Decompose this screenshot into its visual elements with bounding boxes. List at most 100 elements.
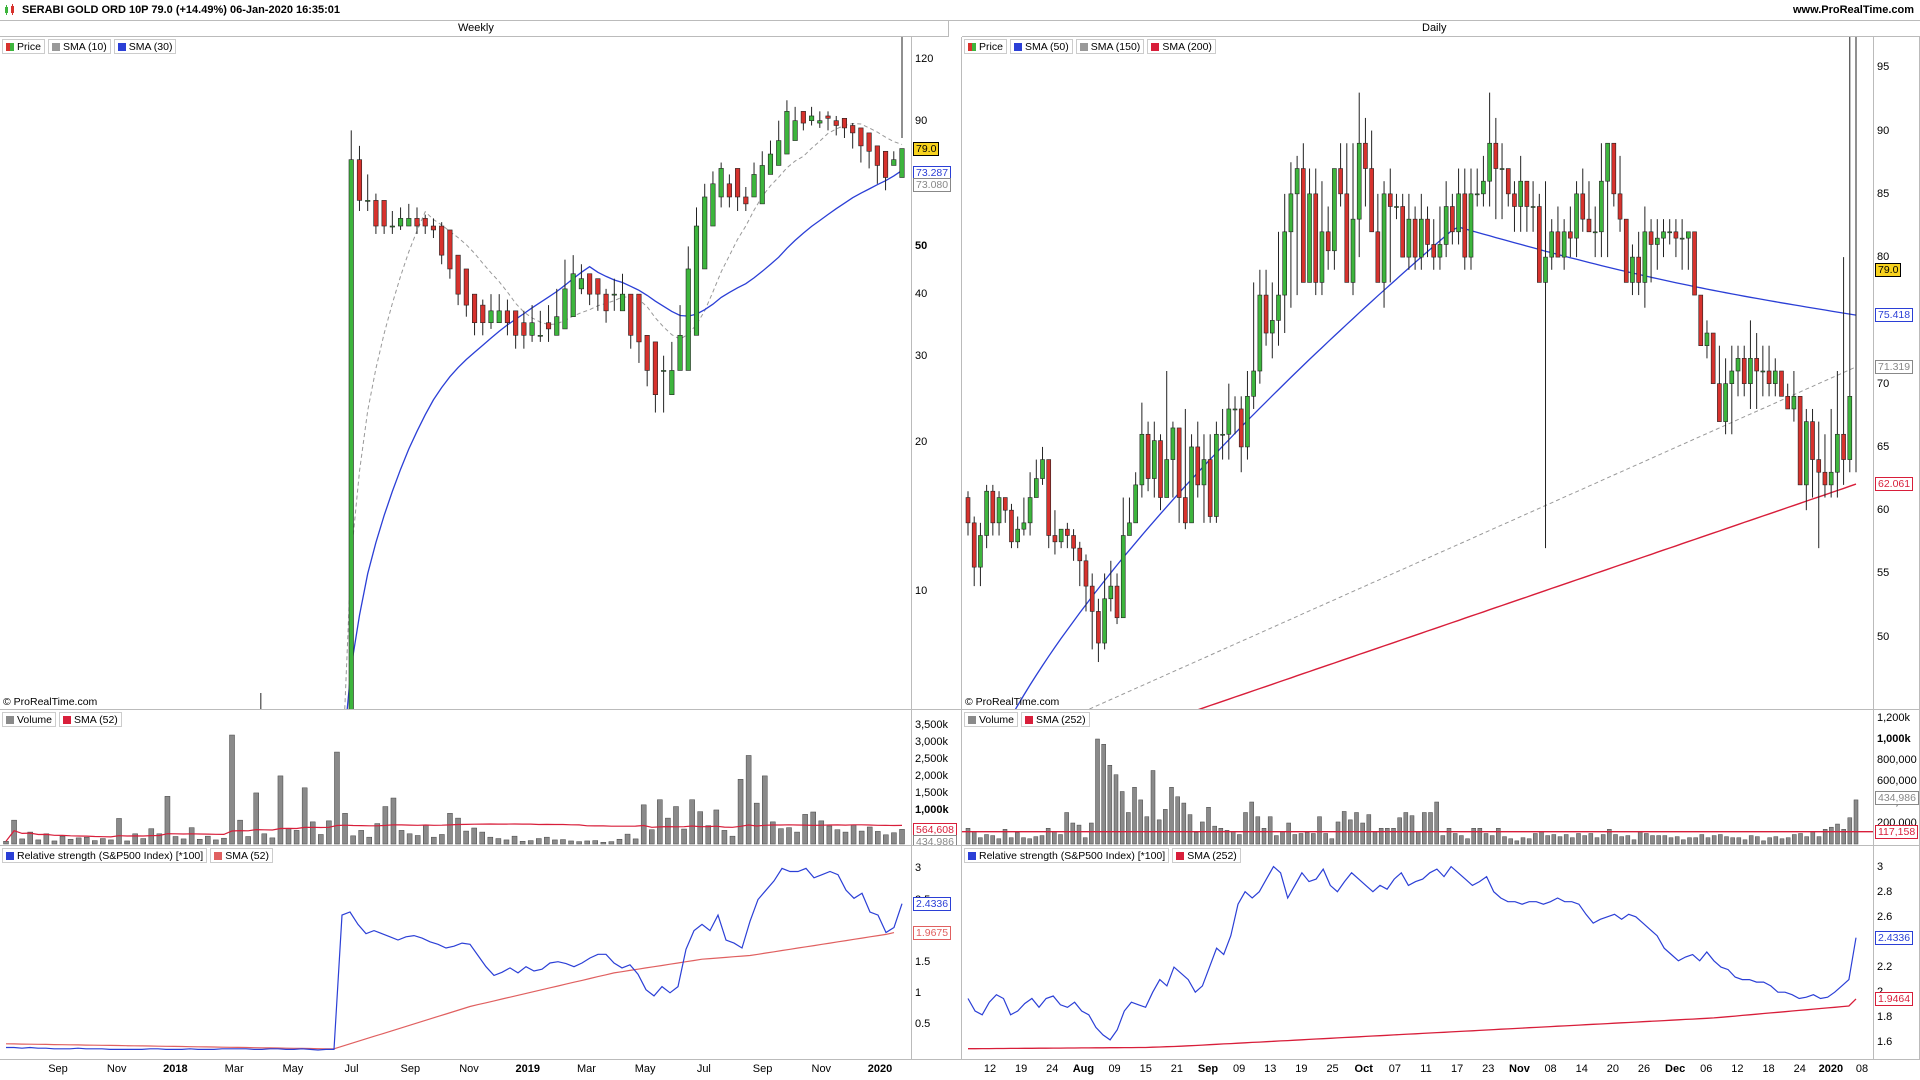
x-tick-label: 09: [1108, 1063, 1121, 1075]
volume-bar: [358, 830, 364, 845]
candle-body: [1481, 180, 1486, 195]
legend-item-sma200[interactable]: SMA (200): [1147, 39, 1216, 54]
daily-candle: [1692, 231, 1697, 296]
volume-bar: [1187, 814, 1193, 845]
candle-body: [603, 293, 609, 312]
site-label: www.ProRealTime.com: [1792, 4, 1914, 16]
weekly-candle: [439, 222, 445, 265]
candle-body: [1679, 237, 1685, 240]
candle-body: [866, 132, 872, 152]
legend-item-volume-sma52[interactable]: SMA (52): [59, 712, 122, 727]
daily-price-panel[interactable]: Price SMA (50) SMA (150) SMA (200) © Pro…: [962, 37, 1874, 710]
volume-bar: [1021, 837, 1026, 845]
volume-bar: [592, 840, 599, 845]
legend-item-rs[interactable]: Relative strength (S&P500 Index) [*100]: [2, 848, 208, 863]
weekly-candle: [858, 127, 864, 163]
candle-body: [1710, 332, 1716, 384]
volume-bar: [1483, 833, 1489, 845]
weekly-candle: [348, 130, 354, 709]
legend-item-volume[interactable]: Volume: [964, 712, 1019, 727]
volume-bar: [1687, 837, 1692, 845]
candle-body: [1654, 237, 1660, 245]
volume-bar: [705, 825, 712, 845]
volume-bar: [503, 839, 510, 845]
candle-body: [1419, 218, 1424, 258]
candle-body: [1630, 256, 1635, 283]
volume-bar: [1816, 836, 1822, 845]
daily-candle: [1462, 168, 1468, 270]
price-tag: 79.0: [913, 141, 940, 156]
candle-body: [735, 168, 741, 198]
weekly-rs-chart: [5, 867, 903, 1051]
weekly-candle: [825, 111, 831, 131]
volume-bar: [1082, 837, 1088, 845]
candle-body: [587, 273, 593, 295]
volume-bar: [140, 838, 146, 845]
weekly-candle: [784, 100, 790, 155]
weekly-candle: [578, 264, 584, 295]
legend-item-rs[interactable]: Relative strength (S&P500 Index) [*100]: [964, 848, 1170, 863]
legend-item-price[interactable]: Price: [964, 39, 1007, 54]
volume-bar: [729, 835, 736, 845]
legend-item-rs-sma252[interactable]: SMA (252): [1172, 848, 1241, 863]
weekly-price-axis: 120 90 50 40 30 20 10 79.0 73.287 73.080: [912, 37, 962, 710]
candle-body: [1468, 193, 1474, 258]
weekly-candle: [759, 151, 765, 205]
daily-candle: [1654, 219, 1660, 270]
volume-bar: [1292, 834, 1298, 845]
daily-volume-panel[interactable]: Volume SMA (252): [962, 710, 1874, 846]
volume-bar: [850, 824, 857, 845]
daily-rs-legend: Relative strength (S&P500 Index) [*100] …: [964, 848, 1241, 863]
volume-bar: [245, 836, 251, 845]
daily-volume-legend: Volume SMA (252): [964, 712, 1090, 727]
daily-candle: [1344, 143, 1350, 283]
candle-body: [1599, 180, 1604, 233]
legend-item-sma10[interactable]: SMA (10): [47, 39, 111, 54]
volume-bar: [479, 831, 486, 845]
candle-body: [356, 159, 363, 201]
weekly-price-panel[interactable]: Price SMA (10) SMA (30) © ProRealTime.co…: [0, 37, 912, 710]
legend-item-rs-sma52[interactable]: SMA (52): [210, 848, 273, 863]
candle-body: [1207, 459, 1213, 517]
candle-body: [1580, 193, 1586, 220]
daily-candle: [1021, 497, 1027, 536]
weekly-candle: [677, 305, 683, 371]
legend-item-sma50[interactable]: SMA (50): [1009, 39, 1073, 54]
candle-body: [800, 111, 806, 124]
daily-candle: [1741, 345, 1747, 397]
volume-bar: [1280, 831, 1285, 845]
candle-body: [1009, 509, 1014, 543]
y-tick-label: 1.5: [915, 955, 931, 968]
legend-item-volume[interactable]: Volume: [2, 712, 57, 727]
daily-candle: [1518, 155, 1523, 232]
legend-item-volume-sma252[interactable]: SMA (252): [1021, 712, 1090, 727]
candle-body: [1083, 560, 1089, 587]
candle-body: [1462, 193, 1468, 258]
candle-body: [1772, 370, 1778, 384]
daily-candle: [1524, 180, 1530, 232]
candle-body: [1164, 459, 1170, 498]
daily-rs-panel[interactable]: Relative strength (S&P500 Index) [*100] …: [962, 846, 1874, 1060]
volume-bar: [560, 839, 566, 845]
x-tick-label: 18: [1762, 1063, 1775, 1075]
legend-item-price[interactable]: Price: [2, 39, 45, 54]
candle-body: [1369, 168, 1374, 233]
candle-body: [1760, 370, 1766, 373]
candle-body: [554, 316, 560, 336]
volume-bar: [1637, 831, 1643, 845]
volume-bar: [221, 837, 227, 845]
legend-item-sma150[interactable]: SMA (150): [1075, 39, 1145, 54]
daily-candle: [1760, 345, 1766, 397]
weekly-candle: [800, 111, 806, 131]
weekly-rs-panel[interactable]: Relative strength (S&P500 Index) [*100] …: [0, 846, 912, 1060]
daily-candle: [1636, 231, 1641, 296]
volume-bar: [237, 819, 243, 845]
weekly-volume-panel[interactable]: Volume SMA (52): [0, 710, 912, 846]
volume-bar: [576, 841, 582, 845]
volume-bar: [374, 823, 381, 845]
candle-body: [513, 310, 519, 336]
y-tick-label: 3,000k: [915, 735, 949, 748]
y-tick-label: 2.6: [1877, 910, 1893, 923]
x-tick-label: Aug: [1072, 1063, 1095, 1075]
legend-item-sma30[interactable]: SMA (30): [113, 39, 177, 54]
